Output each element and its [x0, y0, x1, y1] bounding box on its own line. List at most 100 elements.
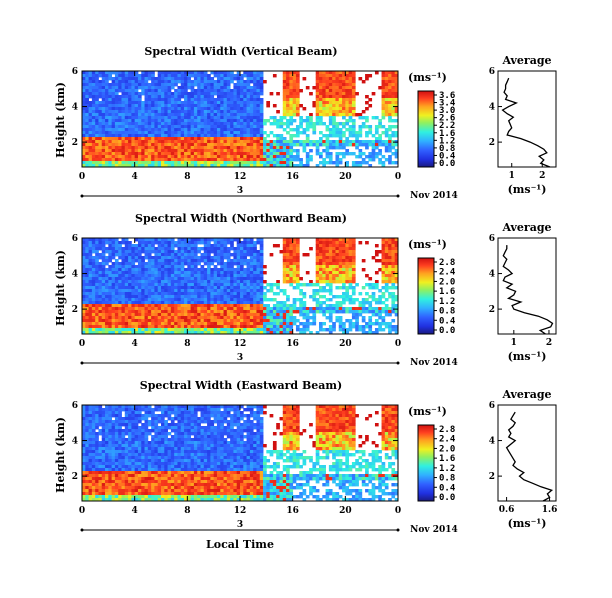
colorbar-tick-label: 1.6 — [439, 454, 455, 464]
colorbar-tick-label: 1.6 — [439, 129, 455, 139]
date-axis: 3 Nov 2014 — [80, 353, 458, 368]
colorbar-tick-label: 1.6 — [439, 287, 455, 297]
date-day-label: 3 — [237, 520, 243, 530]
colorbar-tick-label: 3.6 — [439, 91, 455, 101]
colorbar: (ms⁻¹) 2.82.42.01.61.20.80.40.0 — [408, 238, 456, 336]
panel-title: Spectral Width (Eastward Beam) — [140, 379, 342, 392]
y-ticks: 2 4 6 — [72, 67, 398, 148]
y-axis-label: Height (km) — [54, 82, 67, 158]
panel-eastward-beam: Spectral Width (Eastward Beam) Height (k… — [54, 379, 557, 551]
colorbar-tick-label: 2.2 — [439, 121, 455, 131]
colorbar-tick-label: 0.4 — [439, 316, 456, 326]
profile-y-tick-label: 6 — [489, 234, 495, 244]
colorbar-tick-label: 2.0 — [439, 277, 455, 287]
y-tick-label: 6 — [72, 401, 78, 411]
heatmap — [82, 405, 399, 502]
colorbar: (ms⁻¹) 3.63.43.02.62.21.61.20.80.40.0 — [408, 71, 456, 169]
profile-y-tick-label: 4 — [489, 103, 495, 113]
profile-y-tick-label: 2 — [489, 472, 495, 482]
heatmap — [82, 71, 399, 168]
x-tick-label: 16 — [286, 172, 299, 182]
x-tick-label: 20 — [339, 506, 352, 516]
colorbar-tick-label: 0.8 — [439, 474, 455, 484]
colorbar-tick-label: 2.0 — [439, 444, 455, 454]
y-tick-label: 2 — [72, 472, 78, 482]
panel-vertical-beam: Spectral Width (Vertical Beam) Height (k… — [54, 45, 557, 201]
y-ticks: 2 4 6 — [72, 401, 398, 482]
x-tick-label: 4 — [132, 339, 138, 349]
colorbar-unit: (ms⁻¹) — [408, 238, 447, 251]
profile-line — [502, 245, 554, 335]
colorbar-tick-label: 0.8 — [439, 307, 455, 317]
colorbar-tick-label: 0.0 — [439, 326, 455, 336]
profile-x-tick-label: 1 — [509, 171, 515, 181]
colorbar-tick-label: 2.4 — [439, 435, 456, 445]
x-tick-label: 0 — [395, 506, 401, 516]
y-tick-label: 2 — [72, 305, 78, 315]
x-ticks: 0 4 8 12 16 20 0 — [79, 71, 401, 182]
profile-y-tick-label: 6 — [489, 401, 495, 411]
date-axis: 3 Nov 2014 — [80, 186, 458, 201]
profile-y-tick-label: 6 — [489, 67, 495, 77]
profile-x-tick-label: 0.6 — [499, 505, 515, 515]
date-month-label: Nov 2014 — [410, 358, 458, 368]
profile-x-tick-label: 1.6 — [542, 505, 558, 515]
colorbar-tick-label: 1.2 — [439, 464, 455, 474]
profile-x-tick-label: 2 — [546, 338, 552, 348]
x-tick-label: 8 — [184, 172, 190, 182]
profile-y-tick-label: 4 — [489, 270, 495, 280]
colorbar-tick-label: 3.4 — [439, 99, 456, 109]
y-tick-label: 4 — [72, 270, 78, 280]
profile-title: Average — [501, 388, 551, 401]
colorbar-unit: (ms⁻¹) — [408, 405, 447, 418]
profile-x-label: (ms⁻¹) — [508, 517, 547, 530]
profile-y-tick-label: 2 — [489, 305, 495, 315]
panel-title: Spectral Width (Northward Beam) — [135, 212, 347, 225]
colorbar-unit: (ms⁻¹) — [408, 71, 447, 84]
x-ticks: 0 4 8 12 16 20 0 — [79, 238, 401, 349]
colorbar-tick-label: 2.8 — [439, 425, 455, 435]
panel-title: Spectral Width (Vertical Beam) — [144, 45, 337, 58]
y-tick-label: 6 — [72, 234, 78, 244]
x-tick-label: 0 — [79, 172, 85, 182]
profile-title: Average — [501, 221, 551, 234]
average-profile: Average 2 4 6 0.6 1.6 (ms⁻¹) — [489, 388, 558, 530]
date-month-label: Nov 2014 — [410, 525, 458, 535]
profile-y-tick-label: 4 — [489, 437, 495, 447]
x-tick-label: 0 — [395, 339, 401, 349]
x-tick-label: 0 — [395, 172, 401, 182]
y-tick-label: 4 — [72, 437, 78, 447]
colorbar: (ms⁻¹) 2.82.42.01.61.20.80.40.0 — [408, 405, 456, 503]
profile-x-label: (ms⁻¹) — [508, 183, 547, 196]
colorbar-tick-label: 1.2 — [439, 297, 455, 307]
x-axis-label: Local Time — [206, 538, 274, 551]
y-tick-label: 4 — [72, 103, 78, 113]
x-ticks: 0 4 8 12 16 20 0 — [79, 405, 401, 516]
x-tick-label: 16 — [286, 506, 299, 516]
y-ticks: 2 4 6 — [72, 234, 398, 315]
x-tick-label: 12 — [234, 339, 247, 349]
x-tick-label: 8 — [184, 506, 190, 516]
y-axis-label: Height (km) — [54, 250, 67, 326]
profile-x-tick-label: 1 — [511, 338, 517, 348]
x-tick-label: 0 — [79, 506, 85, 516]
average-profile: Average 2 4 6 1 2 (ms⁻¹) — [489, 54, 557, 196]
colorbar-tick-label: 0.0 — [439, 493, 455, 503]
colorbar-tick-label: 0.8 — [439, 144, 455, 154]
profile-line — [501, 77, 551, 168]
date-day-label: 3 — [237, 353, 243, 363]
colorbar-tick-label: 2.4 — [439, 268, 456, 278]
colorbar-tick-label: 2.6 — [439, 114, 455, 124]
colorbar-tick-label: 0.4 — [439, 151, 456, 161]
x-tick-label: 12 — [234, 172, 247, 182]
x-tick-label: 20 — [339, 339, 352, 349]
x-tick-label: 16 — [286, 339, 299, 349]
profile-line — [505, 411, 554, 502]
date-axis: 3 Nov 2014 — [80, 520, 458, 535]
y-tick-label: 2 — [72, 138, 78, 148]
profile-title: Average — [501, 54, 551, 67]
x-tick-label: 0 — [79, 339, 85, 349]
colorbar-tick-label: 3.0 — [439, 106, 455, 116]
profile-y-tick-label: 2 — [489, 138, 495, 148]
